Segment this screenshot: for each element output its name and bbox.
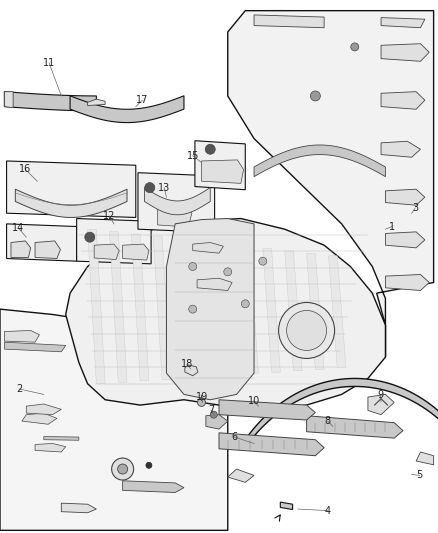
Circle shape (311, 91, 320, 101)
Circle shape (259, 257, 267, 265)
Polygon shape (88, 229, 105, 384)
Polygon shape (22, 413, 57, 424)
Text: 12: 12 (103, 211, 116, 221)
Polygon shape (241, 246, 258, 374)
Polygon shape (385, 189, 425, 205)
Polygon shape (35, 443, 66, 452)
Polygon shape (7, 161, 136, 217)
Polygon shape (285, 251, 302, 370)
Polygon shape (185, 365, 198, 376)
Circle shape (241, 300, 249, 308)
Text: 4: 4 (325, 506, 331, 515)
Text: 16: 16 (19, 165, 32, 174)
Polygon shape (4, 92, 96, 111)
Circle shape (224, 268, 232, 276)
Circle shape (189, 305, 197, 313)
Polygon shape (197, 278, 232, 290)
Polygon shape (158, 205, 192, 227)
Polygon shape (70, 96, 184, 123)
Polygon shape (263, 248, 280, 372)
Polygon shape (280, 502, 293, 510)
Polygon shape (307, 416, 403, 438)
Polygon shape (88, 99, 105, 106)
Polygon shape (244, 378, 438, 498)
Polygon shape (368, 394, 394, 415)
Polygon shape (145, 188, 210, 215)
Polygon shape (381, 92, 425, 109)
Polygon shape (219, 244, 237, 375)
Text: 1: 1 (389, 222, 395, 231)
Circle shape (198, 398, 205, 407)
Polygon shape (385, 274, 429, 290)
Polygon shape (0, 309, 228, 530)
Text: 19: 19 (196, 392, 208, 402)
Text: 18: 18 (181, 359, 194, 368)
Polygon shape (195, 141, 245, 190)
Polygon shape (166, 219, 254, 400)
Polygon shape (206, 415, 228, 429)
Circle shape (279, 302, 335, 359)
Polygon shape (219, 433, 324, 456)
Text: 8: 8 (325, 416, 331, 426)
Circle shape (112, 458, 134, 480)
Polygon shape (7, 224, 77, 261)
Polygon shape (4, 342, 66, 352)
Polygon shape (175, 239, 193, 378)
Polygon shape (381, 18, 425, 28)
Polygon shape (416, 452, 434, 465)
Polygon shape (131, 234, 149, 381)
Text: 14: 14 (12, 223, 25, 233)
Text: 7: 7 (208, 406, 214, 415)
Text: 2: 2 (17, 384, 23, 394)
Circle shape (118, 464, 127, 474)
Polygon shape (193, 243, 223, 253)
Circle shape (351, 43, 359, 51)
Circle shape (286, 310, 327, 351)
Polygon shape (123, 481, 184, 492)
Circle shape (85, 232, 95, 242)
Polygon shape (77, 219, 151, 264)
Polygon shape (381, 44, 429, 61)
Polygon shape (66, 219, 385, 410)
Text: 13: 13 (158, 183, 170, 192)
Text: 15: 15 (187, 151, 199, 160)
Polygon shape (153, 237, 171, 379)
Circle shape (145, 183, 155, 192)
Polygon shape (201, 160, 244, 183)
Polygon shape (307, 253, 324, 369)
Polygon shape (197, 241, 215, 376)
Polygon shape (328, 256, 346, 368)
Circle shape (146, 462, 152, 469)
Polygon shape (44, 437, 79, 440)
Text: 5: 5 (417, 471, 423, 480)
Circle shape (189, 262, 197, 271)
Circle shape (205, 144, 215, 154)
Polygon shape (254, 145, 385, 176)
Polygon shape (385, 232, 425, 248)
Polygon shape (219, 400, 315, 420)
Polygon shape (4, 92, 13, 108)
Polygon shape (138, 173, 215, 232)
Polygon shape (123, 244, 149, 260)
Polygon shape (11, 241, 31, 257)
Polygon shape (381, 141, 420, 157)
Text: 10: 10 (248, 396, 260, 406)
Text: 9: 9 (377, 391, 383, 400)
Polygon shape (110, 232, 127, 382)
Polygon shape (4, 330, 39, 342)
Polygon shape (228, 11, 434, 357)
Text: 11: 11 (43, 58, 55, 68)
Text: 6: 6 (231, 432, 237, 442)
Polygon shape (94, 244, 119, 260)
Polygon shape (61, 503, 96, 513)
Circle shape (210, 411, 217, 418)
Polygon shape (15, 189, 127, 217)
Polygon shape (26, 404, 61, 415)
Text: 3: 3 (412, 203, 418, 213)
Polygon shape (35, 241, 60, 259)
Text: 17: 17 (136, 95, 148, 105)
Polygon shape (254, 15, 324, 28)
Polygon shape (228, 469, 254, 482)
